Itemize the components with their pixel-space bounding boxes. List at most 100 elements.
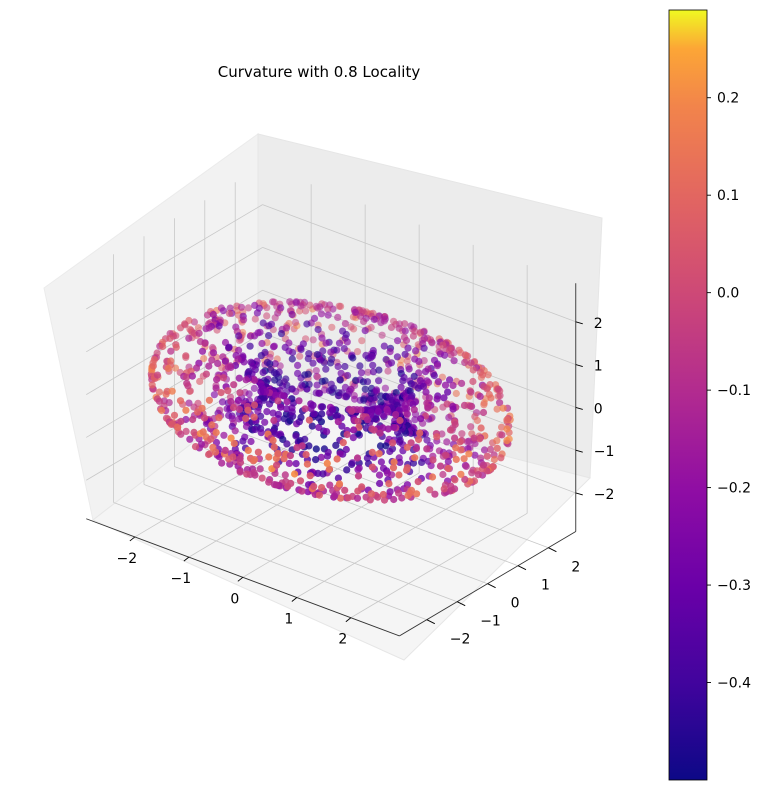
scatter-point	[205, 362, 213, 370]
scatter-point	[185, 334, 193, 342]
scatter-point	[314, 304, 322, 312]
scatter-point	[209, 310, 217, 319]
scatter-point	[328, 355, 336, 363]
scatter-point	[381, 384, 389, 392]
scatter-point	[265, 478, 273, 486]
scatter-point	[186, 435, 194, 443]
scatter-point	[356, 362, 364, 370]
scatter-point	[487, 394, 495, 402]
scatter-point	[390, 458, 398, 466]
scatter-point	[335, 480, 344, 488]
scatter-point	[231, 427, 239, 435]
scatter-point	[239, 437, 247, 445]
scatter-point	[341, 320, 349, 328]
scatter-point	[259, 319, 267, 327]
scatter-point	[440, 485, 448, 493]
scatter-point	[410, 372, 418, 380]
scatter-point	[250, 456, 259, 464]
scatter-point	[369, 361, 377, 369]
scatter-point	[348, 460, 356, 468]
scatter-point	[170, 411, 179, 419]
scatter-point	[431, 490, 439, 498]
scatter-point	[321, 377, 329, 385]
scatter-point	[212, 428, 220, 437]
scatter-point	[313, 350, 321, 359]
scatter-point	[312, 456, 320, 464]
scatter-point	[493, 437, 501, 445]
x-axis-tick	[183, 556, 190, 562]
scatter-point	[486, 445, 495, 453]
scatter-point	[451, 434, 459, 442]
scatter-point	[325, 465, 333, 473]
scatter-point	[263, 408, 271, 416]
scatter-point	[477, 424, 485, 432]
scatter-point	[460, 455, 468, 463]
scatter-point	[297, 345, 305, 354]
scatter-point	[413, 490, 421, 498]
scatter-point	[257, 387, 265, 395]
scatter-point	[240, 316, 248, 324]
scatter-point	[327, 348, 335, 356]
scatter-point	[384, 408, 392, 416]
scatter-point	[261, 418, 269, 426]
colorbar-tick-label: −0.1	[717, 383, 751, 399]
scatter-point	[315, 389, 323, 397]
scatter-point	[288, 385, 296, 393]
scatter-point	[207, 435, 215, 443]
scatter-point	[292, 460, 300, 468]
scatter-point	[340, 345, 348, 353]
scatter-point	[318, 403, 327, 411]
scatter-point	[389, 464, 398, 472]
scatter-point	[343, 466, 351, 474]
scatter-point	[221, 446, 229, 454]
scatter-point	[356, 312, 365, 320]
scatter-point	[306, 472, 314, 480]
scatter-point	[297, 302, 305, 310]
scatter-point	[295, 397, 303, 405]
scatter-point	[363, 416, 372, 424]
scatter-point	[212, 384, 220, 392]
scatter-point	[452, 444, 460, 452]
x-axis-tick-label: −2	[117, 551, 138, 567]
scatter-point	[188, 372, 196, 380]
colorbar-tick-label: 0.1	[717, 188, 739, 204]
scatter-point	[420, 357, 428, 365]
scatter-point	[291, 318, 300, 326]
scatter-point	[200, 355, 208, 363]
scatter-point	[493, 405, 501, 413]
z-axis-tick-label: −1	[594, 444, 615, 460]
z-axis-tick	[575, 321, 583, 325]
scatter-point	[398, 494, 406, 502]
scatter-point	[288, 355, 296, 363]
scatter-point	[425, 378, 433, 387]
scatter-point	[375, 471, 384, 479]
scatter-point	[333, 412, 341, 420]
scatter-point	[439, 470, 447, 479]
scatter-point	[174, 423, 182, 431]
scatter-point	[443, 400, 451, 408]
scatter-point	[360, 317, 368, 326]
scatter-point	[377, 319, 385, 327]
scatter-point	[446, 426, 455, 434]
scatter-point	[444, 464, 452, 473]
scatter-point	[458, 430, 466, 438]
scatter-point	[412, 444, 420, 453]
scatter-point	[360, 395, 368, 403]
scatter-point	[258, 339, 266, 348]
scatter-point	[296, 477, 305, 485]
scatter-point	[272, 391, 280, 399]
scatter-point	[301, 405, 309, 413]
scatter-point	[306, 301, 314, 309]
scatter-point	[384, 367, 392, 375]
scatter-point	[318, 334, 326, 342]
scatter-point	[503, 425, 511, 433]
scatter-point	[331, 492, 339, 500]
scatter-point	[219, 307, 227, 315]
scatter-point	[309, 401, 317, 409]
scatter-point	[440, 394, 448, 402]
scatter-point	[236, 389, 244, 397]
scatter-point	[286, 298, 294, 306]
scatter-point	[433, 433, 441, 441]
scatter-point	[225, 309, 234, 318]
scatter-point	[302, 307, 310, 315]
